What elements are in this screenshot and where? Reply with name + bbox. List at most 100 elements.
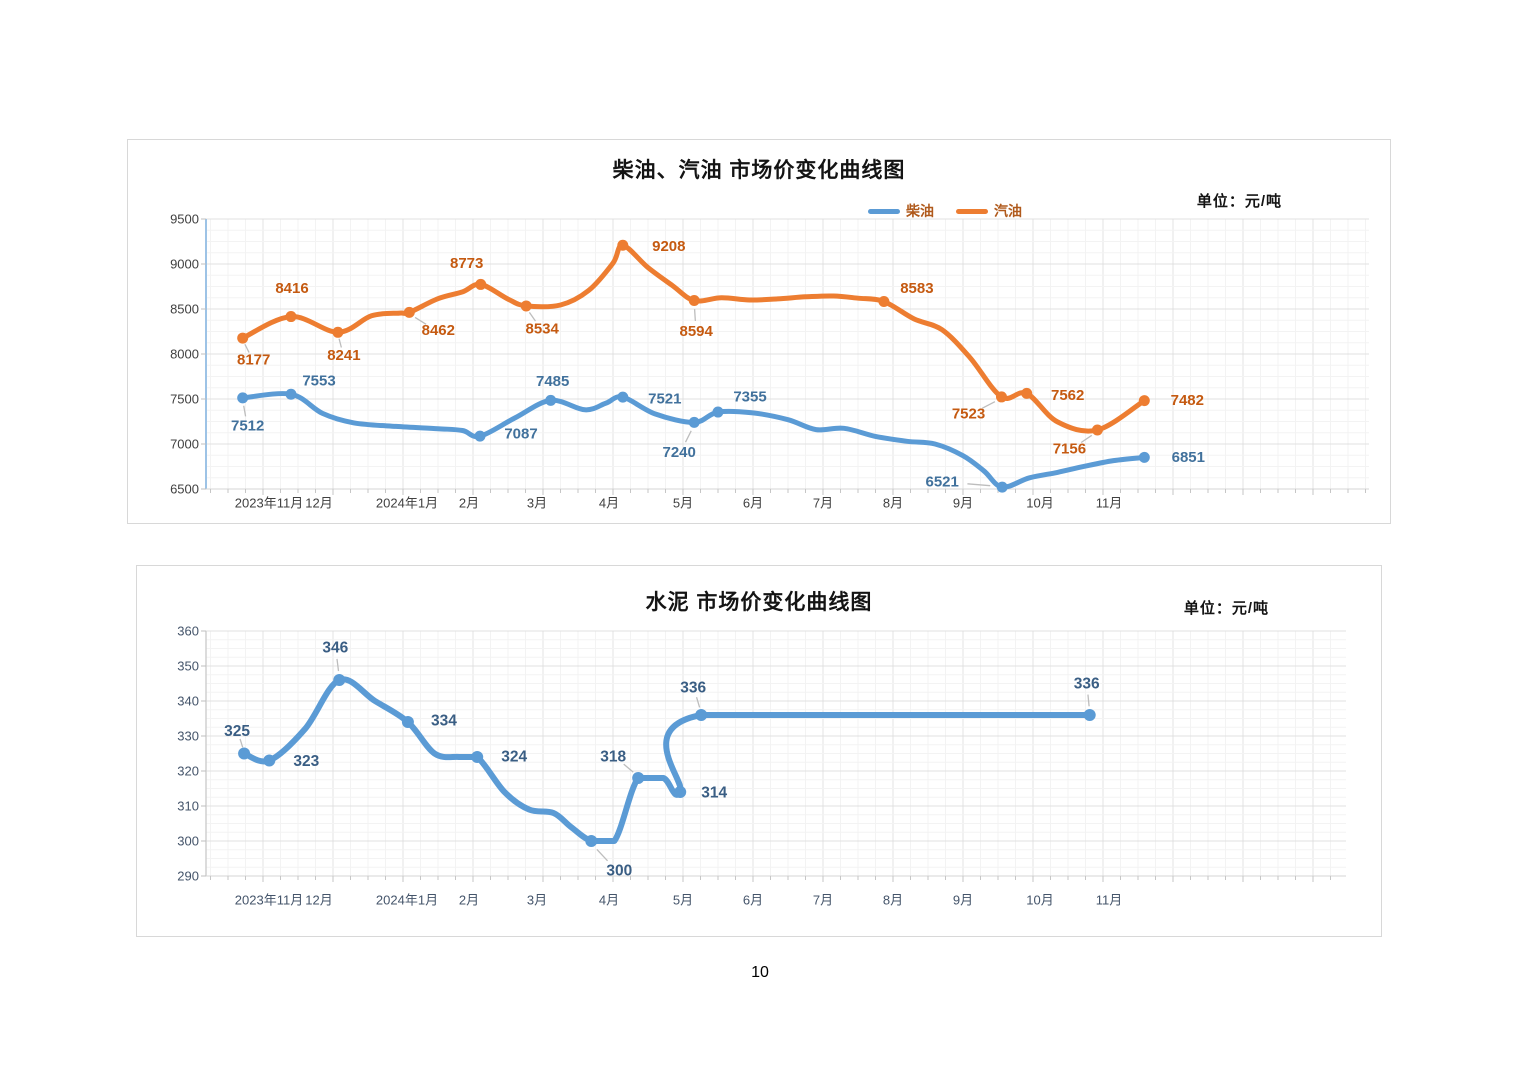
data-point-marker [332, 326, 344, 338]
svg-text:9500: 9500 [170, 212, 199, 227]
data-point-marker [617, 391, 629, 403]
data-point-marker [996, 391, 1007, 403]
data-point-marker [475, 278, 487, 290]
data-label: 8241 [327, 347, 360, 364]
svg-text:8500: 8500 [170, 302, 199, 317]
data-label: 8462 [422, 322, 455, 339]
data-label: 8594 [680, 323, 714, 340]
data-label: 325 [224, 723, 250, 740]
legend-label-gasoline: 汽油 [994, 203, 1022, 219]
diesel-line-swatch [868, 208, 900, 214]
svg-text:11月: 11月 [1096, 496, 1123, 511]
data-point-marker [996, 481, 1008, 493]
data-label: 318 [600, 749, 626, 766]
data-point-marker [1021, 387, 1033, 399]
data-label: 9208 [652, 238, 685, 255]
svg-text:330: 330 [177, 729, 199, 744]
data-label: 8534 [526, 320, 560, 337]
svg-text:7000: 7000 [170, 437, 199, 452]
svg-text:6月: 6月 [743, 893, 763, 908]
data-label: 6851 [1172, 449, 1205, 466]
svg-text:7月: 7月 [813, 496, 833, 511]
data-point-marker [688, 295, 700, 307]
cement-line-chart: 360 350 340 330 320 310 300 290 2023年11月 12月 2024年… [177, 624, 1346, 908]
data-point-marker [474, 430, 486, 442]
data-label: 7562 [1051, 387, 1084, 404]
data-label: 7512 [231, 417, 264, 434]
data-label: 8583 [900, 280, 933, 297]
svg-text:6500: 6500 [170, 482, 199, 497]
data-point-marker [237, 392, 249, 404]
data-point-marker [403, 306, 415, 318]
gasoline-line-swatch [956, 208, 988, 214]
svg-text:2024年1月: 2024年1月 [376, 893, 438, 908]
diesel-gasoline-chart-panel: 柴油、汽油 市场价变化曲线图 柴油 汽油 单位：元/吨 9500 9000 8500… [127, 139, 1391, 524]
svg-text:2024年1月: 2024年1月 [376, 496, 438, 511]
cement-chart-panel: 水泥 市场价变化曲线图 单位：元/吨 360 350 340 330 320 310 300… [136, 565, 1382, 937]
svg-text:10月: 10月 [1026, 893, 1053, 908]
svg-text:11月: 11月 [1096, 893, 1123, 908]
svg-text:4月: 4月 [599, 496, 619, 511]
svg-text:7月: 7月 [813, 893, 833, 908]
svg-text:360: 360 [177, 624, 199, 639]
svg-text:3月: 3月 [527, 893, 547, 908]
data-label: 7553 [302, 373, 335, 390]
data-point-marker [1138, 395, 1150, 407]
svg-text:8000: 8000 [170, 347, 199, 362]
svg-text:310: 310 [177, 799, 199, 814]
data-label: 336 [680, 680, 706, 697]
data-label: 8177 [237, 352, 270, 369]
data-label: 7087 [504, 426, 537, 443]
svg-text:3月: 3月 [527, 496, 547, 511]
data-label: 323 [293, 753, 319, 770]
data-point-marker [632, 772, 645, 784]
svg-text:9000: 9000 [170, 257, 199, 272]
data-point-marker [1083, 709, 1096, 721]
svg-text:340: 340 [177, 694, 199, 709]
data-point-marker [333, 674, 346, 686]
svg-text:12月: 12月 [305, 496, 332, 511]
svg-text:9月: 9月 [953, 496, 973, 511]
chart-title: 柴油、汽油 市场价变化曲线图 [612, 159, 906, 182]
data-point-marker [712, 406, 724, 418]
unit-label: 单位：元/吨 [1183, 600, 1269, 617]
legend-item-gasoline: 汽油 [956, 201, 1022, 221]
data-point-marker [545, 394, 557, 406]
data-point-marker [585, 835, 598, 847]
data-point-marker [617, 239, 629, 251]
data-label: 7485 [536, 373, 569, 390]
svg-text:8月: 8月 [883, 893, 903, 908]
data-point-marker [674, 786, 687, 798]
data-point-marker [238, 747, 251, 760]
svg-text:12月: 12月 [305, 893, 332, 908]
page-number: 10 [751, 964, 769, 981]
data-label: 314 [701, 785, 727, 802]
diesel-gasoline-line-chart: 9500 9000 8500 8000 7500 7000 6500 2023年11月 12月 2… [170, 212, 1369, 511]
svg-text:7500: 7500 [170, 392, 199, 407]
svg-text:9月: 9月 [953, 893, 973, 908]
data-label: 300 [606, 863, 632, 880]
svg-text:4月: 4月 [599, 893, 619, 908]
series-line-柴油 [240, 391, 1147, 490]
data-point-marker [520, 300, 532, 312]
svg-text:5月: 5月 [673, 496, 693, 511]
data-label: 334 [431, 713, 457, 730]
svg-text:10月: 10月 [1026, 496, 1053, 511]
data-label: 336 [1074, 676, 1100, 693]
data-point-marker [1138, 451, 1150, 463]
data-point-marker [695, 709, 708, 721]
data-label: 7482 [1171, 392, 1204, 409]
chart-title: 水泥 市场价变化曲线图 [645, 591, 873, 614]
svg-text:8月: 8月 [883, 496, 903, 511]
svg-text:2023年11月: 2023年11月 [235, 893, 303, 908]
data-label: 7521 [648, 391, 681, 408]
data-label: 8773 [450, 255, 483, 272]
data-point-marker [878, 296, 890, 308]
svg-text:300: 300 [177, 834, 199, 849]
legend-label-diesel: 柴油 [906, 203, 934, 219]
data-label: 7523 [952, 405, 985, 422]
data-label: 7355 [733, 389, 766, 406]
data-label: 324 [501, 749, 527, 766]
data-point-marker [401, 716, 414, 728]
